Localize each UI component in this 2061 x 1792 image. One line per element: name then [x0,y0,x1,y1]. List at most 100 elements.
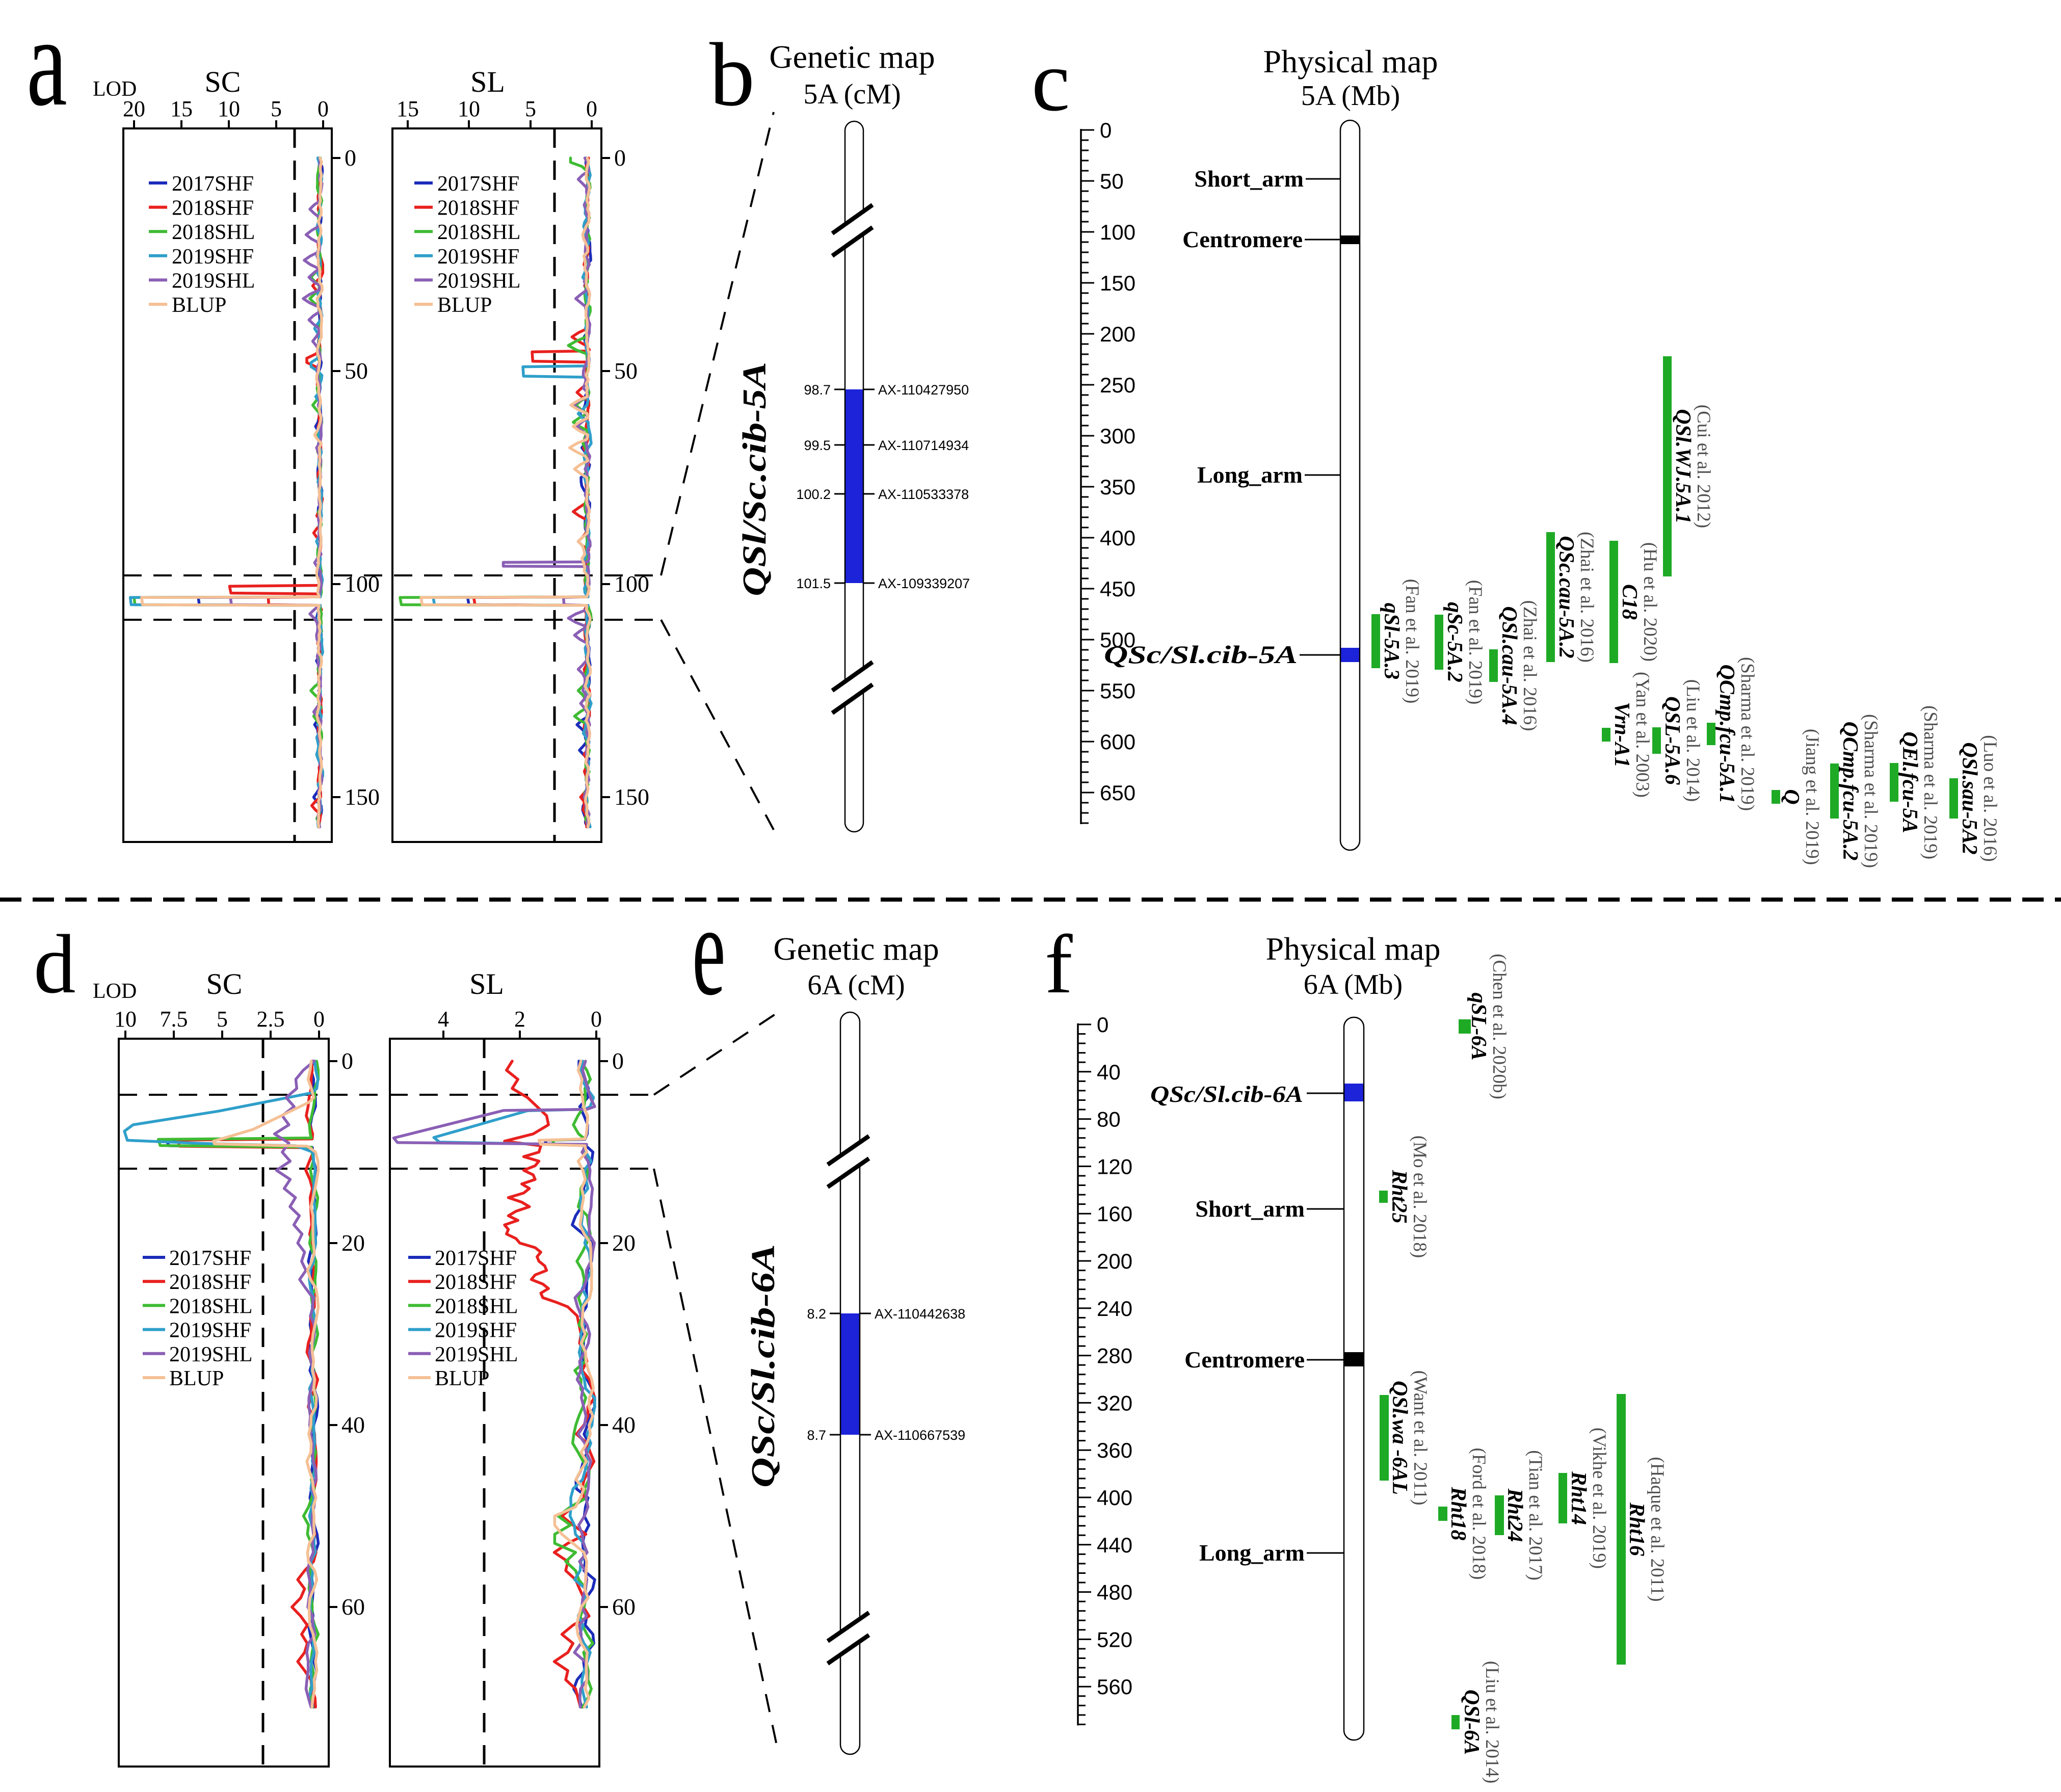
svg-text:2019SHL: 2019SHL [169,1343,252,1366]
svg-text:0: 0 [318,96,329,121]
svg-text:0: 0 [1097,1013,1108,1037]
svg-text:560: 560 [1097,1675,1132,1699]
svg-text:500: 500 [1100,628,1135,652]
svg-text:SC: SC [205,65,241,98]
svg-text:AX-110714934: AX-110714934 [878,438,969,453]
svg-text:5A (cM): 5A (cM) [803,78,901,110]
svg-text:e: e [692,879,726,1023]
svg-text:(Zhai et al. 2016): (Zhai et al. 2016) [1519,600,1540,731]
svg-text:2019SHF: 2019SHF [172,245,254,269]
svg-text:QSc/Sl.cib-6A: QSc/Sl.cib-6A [1150,1081,1303,1107]
svg-text:2018SHL: 2018SHL [169,1295,252,1318]
svg-text:qSc-5A.2: qSc-5A.2 [1443,602,1466,682]
svg-text:AX-110667539: AX-110667539 [875,1428,965,1443]
svg-text:f: f [1045,918,1073,1011]
svg-text:BLUP: BLUP [435,1367,489,1390]
svg-text:Q: Q [1780,789,1803,804]
svg-text:20: 20 [341,1230,365,1256]
svg-text:Genetic map: Genetic map [769,39,935,75]
svg-text:BLUP: BLUP [437,294,492,317]
svg-text:2017SHF: 2017SHF [437,172,519,196]
svg-text:QSl.WJ.5A.1: QSl.WJ.5A.1 [1671,409,1695,523]
svg-text:8.7: 8.7 [807,1428,826,1443]
svg-text:5A (Mb): 5A (Mb) [1301,80,1400,112]
svg-text:(Mo et al. 2018): (Mo et al. 2018) [1409,1136,1430,1258]
svg-text:Rht18: Rht18 [1446,1486,1470,1540]
svg-text:240: 240 [1097,1297,1132,1321]
svg-text:(Yan et al. 2003): (Yan et al. 2003) [1632,672,1653,798]
svg-text:AX-109339207: AX-109339207 [878,576,970,591]
svg-text:2018SHL: 2018SHL [172,221,255,244]
svg-text:LOD: LOD [93,77,137,101]
svg-text:600: 600 [1100,730,1135,754]
svg-text:QSc.cau-5A.2: QSc.cau-5A.2 [1554,536,1578,658]
svg-text:400: 400 [1097,1486,1132,1510]
svg-text:2018SHF: 2018SHF [172,197,254,220]
svg-text:Genetic map: Genetic map [773,931,939,967]
svg-text:2018SHF: 2018SHF [169,1271,251,1294]
svg-text:0: 0 [614,145,626,171]
svg-text:450: 450 [1100,577,1135,601]
svg-text:10: 10 [458,96,480,121]
svg-text:SC: SC [206,967,243,1000]
svg-text:b: b [709,24,755,125]
svg-text:QEl.fcu-5A: QEl.fcu-5A [1898,731,1921,833]
svg-text:2018SHF: 2018SHF [435,1271,517,1294]
svg-text:520: 520 [1097,1627,1132,1651]
svg-text:10: 10 [114,1007,137,1032]
svg-text:Physical map: Physical map [1263,43,1438,80]
svg-text:0: 0 [612,1048,624,1074]
svg-text:Rht16: Rht16 [1625,1502,1648,1556]
svg-text:qSl-5A.3: qSl-5A.3 [1380,603,1403,680]
svg-text:550: 550 [1100,679,1135,703]
svg-text:400: 400 [1100,526,1135,550]
svg-text:(Hu et al. 2020): (Hu et al. 2020) [1640,542,1660,662]
svg-text:99.5: 99.5 [804,438,831,453]
svg-text:0: 0 [341,1048,353,1074]
svg-text:Long_arm: Long_arm [1199,1540,1305,1566]
svg-text:98.7: 98.7 [804,382,831,398]
svg-text:QCmp.fcu-5A.2: QCmp.fcu-5A.2 [1838,722,1862,861]
svg-text:(Sharma et al. 2019): (Sharma et al. 2019) [1737,657,1758,811]
svg-text:Rht14: Rht14 [1567,1471,1590,1525]
svg-text:280: 280 [1097,1344,1132,1368]
svg-text:100: 100 [1100,220,1135,244]
svg-text:0: 0 [1100,118,1112,142]
svg-text:5: 5 [271,96,282,121]
svg-text:QSc/Sl.cib-5A: QSc/Sl.cib-5A [1104,640,1298,669]
svg-text:(Ford et al. 2018): (Ford et al. 2018) [1468,1448,1489,1580]
svg-text:50: 50 [1100,169,1124,193]
svg-text:AX-110533378: AX-110533378 [878,487,969,502]
svg-text:50: 50 [345,358,368,384]
svg-text:QSl/Sc.cib-5A: QSl/Sc.cib-5A [736,362,773,596]
svg-text:6A (cM): 6A (cM) [807,969,905,1001]
svg-text:QSc/Sl.cib-6A: QSc/Sl.cib-6A [745,1244,782,1488]
svg-text:Centromere: Centromere [1184,1347,1305,1373]
svg-text:2019SHF: 2019SHF [169,1319,251,1342]
svg-text:a: a [27,0,67,133]
svg-text:Rht24: Rht24 [1503,1488,1526,1542]
svg-text:150: 150 [614,784,649,810]
svg-text:(Sharma et al. 2019): (Sharma et al. 2019) [1920,705,1941,859]
svg-text:QSl-6A: QSl-6A [1460,1690,1483,1755]
svg-text:120: 120 [1097,1154,1132,1178]
svg-text:AX-110427950: AX-110427950 [878,382,969,398]
svg-text:101.5: 101.5 [796,576,831,591]
svg-text:(Liu et al. 2014): (Liu et al. 2014) [1682,679,1703,802]
svg-text:200: 200 [1097,1249,1132,1273]
svg-text:2017SHF: 2017SHF [435,1247,517,1270]
svg-text:2019SHL: 2019SHL [172,269,255,293]
svg-text:(Vikhe et al. 2019): (Vikhe et al. 2019) [1589,1428,1609,1569]
svg-text:(Chen et al. 2020b): (Chen et al. 2020b) [1489,954,1510,1099]
svg-text:40: 40 [612,1412,636,1438]
svg-text:QSl.sau-5A2: QSl.sau-5A2 [1958,742,1981,855]
svg-text:Vrn-A1: Vrn-A1 [1610,702,1633,767]
svg-text:20: 20 [612,1230,636,1256]
svg-text:(Fan et al. 2019): (Fan et al. 2019) [1465,580,1486,705]
svg-text:40: 40 [341,1412,365,1438]
svg-text:2: 2 [514,1007,525,1032]
svg-text:BLUP: BLUP [169,1367,224,1390]
svg-text:320: 320 [1097,1391,1132,1415]
svg-text:(Sharma et al. 2019): (Sharma et al. 2019) [1860,714,1881,868]
svg-text:(Zhai et al. 2016): (Zhai et al. 2016) [1576,532,1597,663]
